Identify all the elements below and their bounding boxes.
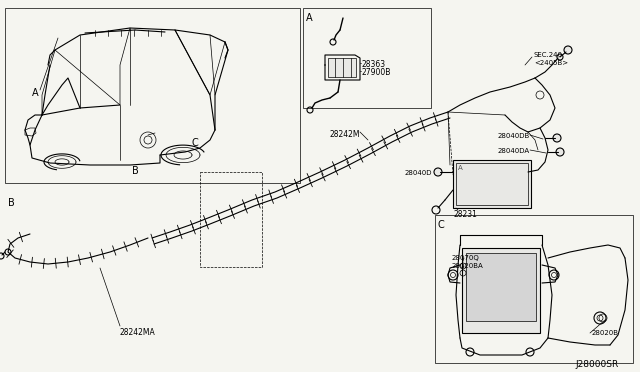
- Bar: [462, 248, 540, 333]
- Bar: [466, 253, 536, 321]
- Bar: [5, 8, 300, 183]
- Text: 28040DB: 28040DB: [498, 133, 530, 139]
- Circle shape: [553, 134, 561, 142]
- Bar: [453, 160, 531, 208]
- Text: 28242MA: 28242MA: [120, 328, 156, 337]
- Text: <2405B>: <2405B>: [534, 60, 568, 66]
- Text: C: C: [192, 138, 199, 148]
- Text: 28363: 28363: [362, 60, 386, 69]
- Text: 28020BA: 28020BA: [452, 263, 484, 269]
- Bar: [328, 58, 356, 77]
- Text: SEC.240: SEC.240: [534, 52, 563, 58]
- Text: 28231: 28231: [453, 210, 477, 219]
- Circle shape: [564, 46, 572, 54]
- Text: A: A: [458, 165, 463, 171]
- Bar: [303, 8, 431, 108]
- Text: B: B: [132, 166, 139, 176]
- Bar: [200, 172, 262, 267]
- Text: 28242M: 28242M: [330, 130, 360, 139]
- Text: A: A: [32, 88, 38, 98]
- Text: 28070Q: 28070Q: [452, 255, 480, 261]
- Text: 28040DA: 28040DA: [498, 148, 530, 154]
- Text: C: C: [438, 220, 445, 230]
- Text: B: B: [8, 198, 15, 208]
- Bar: [456, 163, 528, 205]
- Text: 28020B: 28020B: [592, 330, 619, 336]
- Bar: [435, 215, 633, 363]
- Circle shape: [434, 168, 442, 176]
- Circle shape: [556, 148, 564, 156]
- Text: A: A: [306, 13, 312, 23]
- Text: J28000SR: J28000SR: [575, 360, 618, 369]
- Text: 27900B: 27900B: [362, 68, 392, 77]
- Text: 28040D: 28040D: [404, 170, 432, 176]
